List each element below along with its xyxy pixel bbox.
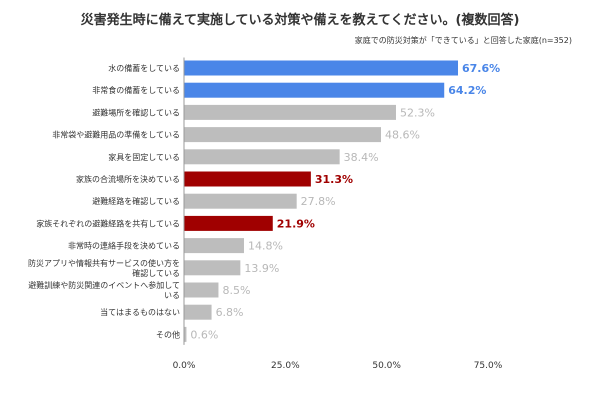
category-label-10: 防災アプリや情報共有サービスの使い方を確認している: [28, 258, 180, 278]
x-tick-label-4: 75.0%: [474, 361, 503, 371]
bar-2: [184, 82, 445, 98]
value-label-11: 8.5%: [222, 284, 250, 297]
chart-subtitle: 家庭での防災対策が「できている」と回答した家庭(n=352): [355, 35, 572, 45]
bar-3: [184, 104, 396, 120]
category-label-12: 当てはまるものはない: [100, 307, 180, 317]
x-tick-label-1: 0.0%: [173, 361, 196, 371]
category-label-8: 家族それぞれの避難経路を共有している: [36, 218, 180, 228]
value-label-9: 14.8%: [248, 240, 283, 253]
value-label-4: 48.6%: [385, 129, 420, 142]
category-label-3: 避難場所を確認している: [92, 107, 180, 117]
bar-13: [184, 326, 187, 342]
bar-11: [184, 282, 219, 298]
x-axis-tick-labels: 0.0% 25.0% 50.0% 75.0%: [173, 361, 503, 371]
category-label-6: 家族の合流場所を決めている: [76, 174, 180, 184]
bar-10: [184, 260, 241, 276]
value-label-6: 31.3%: [315, 173, 353, 186]
category-labels: 水の備蓄をしている非常食の備蓄をしている避難場所を確認している非常袋や避難用品の…: [28, 63, 180, 339]
value-label-3: 52.3%: [400, 106, 435, 119]
bar-9: [184, 238, 244, 254]
value-label-5: 38.4%: [344, 151, 379, 164]
value-label-8: 21.9%: [277, 217, 315, 230]
chart-title: 災害発生時に備えて実施している対策や備えを教えてください。(複数回答): [81, 12, 520, 28]
bar-7: [184, 193, 297, 209]
value-label-10: 13.9%: [244, 262, 279, 275]
bar-6: [184, 171, 311, 187]
category-label-9: 非常時の連絡手段を決めている: [68, 241, 180, 251]
bar-5: [184, 149, 340, 165]
category-label-5: 家具を固定している: [108, 152, 180, 162]
bar-12: [184, 304, 212, 320]
category-label-7: 避難経路を確認している: [92, 196, 180, 206]
value-label-1: 67.6%: [462, 62, 500, 75]
category-label-4: 非常袋や避難用品の準備をしている: [52, 130, 180, 140]
bars-layer: [184, 60, 459, 342]
value-label-12: 6.8%: [216, 306, 244, 319]
category-label-2: 非常食の備蓄をしている: [92, 85, 180, 95]
category-label-11: 避難訓練や防災関連のイベントへ参加している: [28, 280, 180, 300]
value-label-13: 0.6%: [190, 328, 218, 341]
value-label-7: 27.8%: [301, 195, 336, 208]
x-tick-label-3: 50.0%: [372, 361, 401, 371]
bar-8: [184, 215, 273, 231]
category-label-13: その他: [156, 329, 180, 339]
category-label-1: 水の備蓄をしている: [108, 63, 180, 73]
bar-4: [184, 127, 381, 143]
bar-1: [184, 60, 459, 76]
value-label-2: 64.2%: [448, 84, 486, 97]
value-labels: 67.6% 64.2% 52.3% 48.6% 38.4% 31.3% 27.8% 21.9%…: [190, 62, 500, 341]
x-tick-label-2: 25.0%: [271, 361, 300, 371]
